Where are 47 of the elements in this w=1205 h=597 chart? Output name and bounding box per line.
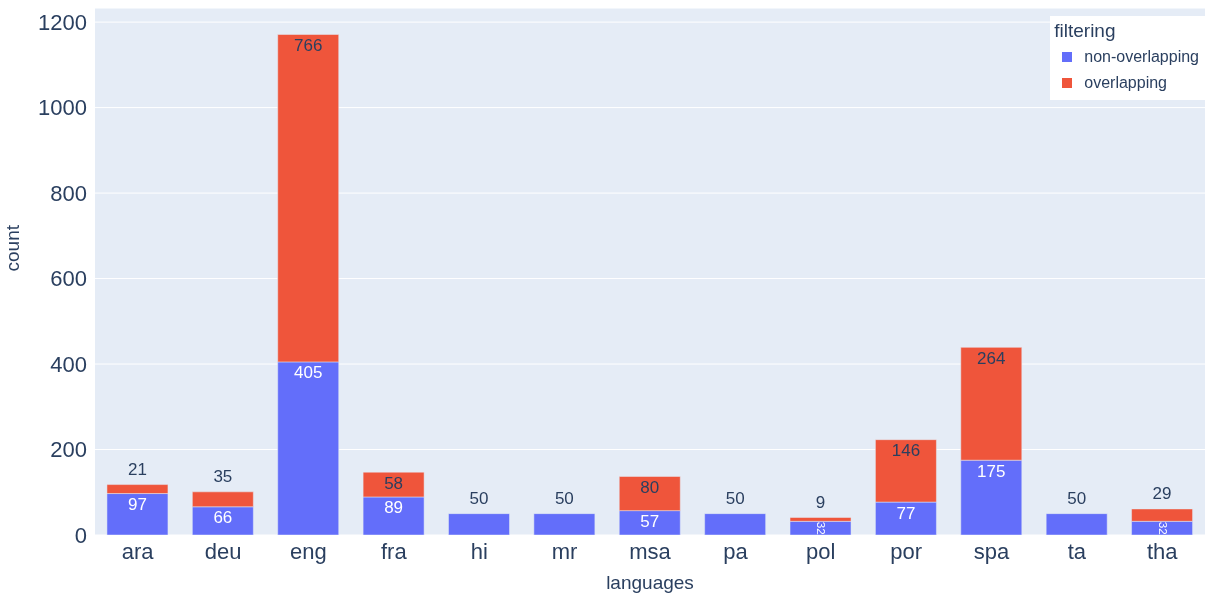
x-tick-label: msa bbox=[629, 538, 672, 564]
x-tick-label: por bbox=[890, 538, 923, 564]
legend-label: overlapping bbox=[1083, 73, 1168, 93]
data-label: 66 bbox=[213, 508, 233, 528]
x-tick-label: spa bbox=[973, 538, 1011, 564]
x-tick-label: mr bbox=[551, 538, 578, 564]
data-label: 89 bbox=[384, 498, 404, 518]
x-tick-label: ara bbox=[121, 538, 155, 564]
x-tick-label: eng bbox=[290, 538, 327, 564]
y-tick-label: 1200 bbox=[38, 9, 87, 35]
y-tick-label: 0 bbox=[74, 522, 87, 548]
y-tick-label: 200 bbox=[50, 437, 87, 463]
data-label: 175 bbox=[977, 461, 1006, 481]
legend-label: non-overlapping bbox=[1083, 47, 1199, 67]
y-axis-title: count bbox=[1, 224, 23, 272]
data-label: 32 bbox=[815, 521, 829, 535]
y-tick-label: 600 bbox=[50, 266, 87, 292]
x-tick-label: deu bbox=[204, 538, 242, 564]
data-label: 21 bbox=[127, 460, 147, 480]
data-label: 50 bbox=[469, 489, 489, 509]
x-tick-label: ta bbox=[1067, 538, 1087, 564]
data-label: 50 bbox=[1067, 489, 1087, 509]
data-label: 97 bbox=[127, 495, 147, 515]
data-label: 58 bbox=[384, 473, 404, 493]
data-label: 32 bbox=[1156, 521, 1170, 535]
data-label: 57 bbox=[640, 512, 660, 532]
x-tick-label: pa bbox=[723, 538, 749, 564]
x-tick-label: fra bbox=[381, 538, 408, 564]
y-tick-label: 400 bbox=[50, 351, 87, 377]
y-tick-label: 1000 bbox=[38, 95, 87, 121]
data-label: 405 bbox=[294, 363, 323, 383]
y-tick-label: 800 bbox=[50, 180, 87, 206]
x-tick-label: tha bbox=[1147, 538, 1179, 564]
x-axis-title: languages bbox=[606, 572, 694, 593]
data-label: 9 bbox=[815, 492, 826, 512]
data-label: 264 bbox=[977, 348, 1006, 368]
data-label: 146 bbox=[891, 441, 921, 461]
data-label: 50 bbox=[554, 489, 574, 509]
data-label: 77 bbox=[896, 503, 916, 523]
x-tick-label: pol bbox=[806, 538, 836, 564]
data-label: 35 bbox=[213, 467, 233, 487]
data-label: 29 bbox=[1152, 484, 1172, 504]
legend-title: filtering bbox=[1054, 20, 1117, 42]
data-label: 80 bbox=[640, 477, 660, 497]
data-label: 50 bbox=[725, 489, 745, 509]
data-label: 766 bbox=[294, 35, 323, 55]
x-tick-label: hi bbox=[470, 538, 488, 564]
